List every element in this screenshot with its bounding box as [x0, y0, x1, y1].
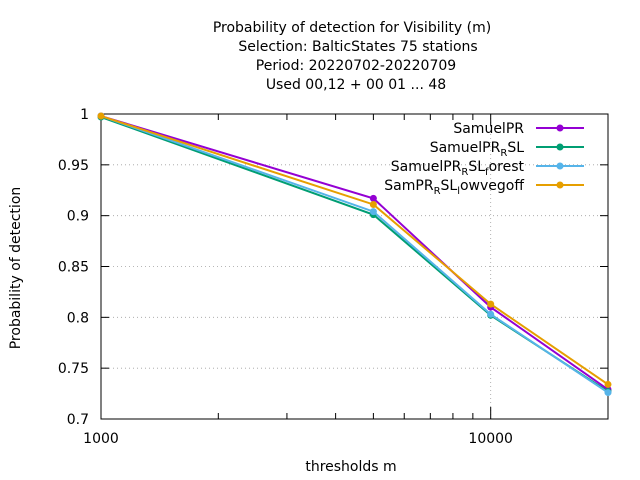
y-tick-label: 0.9 [67, 209, 89, 225]
chart-title: Probability of detection for Visibility … [213, 20, 491, 93]
y-tick-label: 1 [80, 107, 89, 123]
series-line [100, 115, 609, 391]
legend: SamuelPR SamuelPRRSLSamuelPRRSLforestSamP… [384, 121, 584, 197]
y-tick-label: 0.8 [67, 310, 89, 326]
data-point [369, 208, 377, 216]
grid [100, 113, 608, 420]
title-line-2: Selection: BalticStates 75 stations [238, 39, 477, 55]
series-line [100, 116, 609, 393]
series-3 [97, 112, 612, 397]
data-point [369, 200, 377, 208]
legend-label: SamuelPRRSL [430, 140, 524, 159]
axes: 0.7 0.75 0.8 0.85 0.9 0.95 1 1000 10000 [58, 107, 609, 447]
x-tick-label: 10000 [468, 431, 513, 447]
legend-marker [556, 181, 564, 189]
data-point [604, 380, 612, 388]
y-tick-label: 0.95 [58, 158, 89, 174]
data-point [97, 112, 105, 120]
y-tick-label: 0.75 [58, 361, 89, 377]
plot-frame [100, 113, 609, 420]
legend-marker [556, 124, 564, 132]
legend-marker [556, 162, 564, 170]
legend-label: SamuelPR [453, 121, 524, 137]
x-tick-label: 1000 [83, 431, 119, 447]
series-1 [97, 112, 612, 394]
title-line-3: Period: 20220702-20220709 [256, 58, 456, 74]
title-line-1: Probability of detection for Visibility … [213, 20, 491, 36]
y-tick-label: 0.85 [58, 260, 89, 276]
legend-label: SamuelPRRSLforest [391, 159, 525, 178]
data-point [487, 300, 495, 308]
y-axis-label: Probability of detection [8, 187, 24, 350]
title-line-4: Used 00,12 + 00 01 ... 48 [266, 77, 446, 93]
legend-label: SamPRRSLlowvegoff [384, 178, 524, 197]
legend-marker [556, 143, 564, 151]
series-4 [97, 112, 612, 388]
data-point [369, 194, 377, 202]
y-tick-label: 0.7 [67, 412, 89, 428]
series-line [100, 115, 609, 394]
series-line [100, 115, 609, 386]
x-axis-label: thresholds m [305, 459, 396, 475]
data-point [487, 310, 495, 318]
series-group [97, 112, 612, 397]
series-2 [97, 113, 612, 396]
data-point [604, 389, 612, 397]
